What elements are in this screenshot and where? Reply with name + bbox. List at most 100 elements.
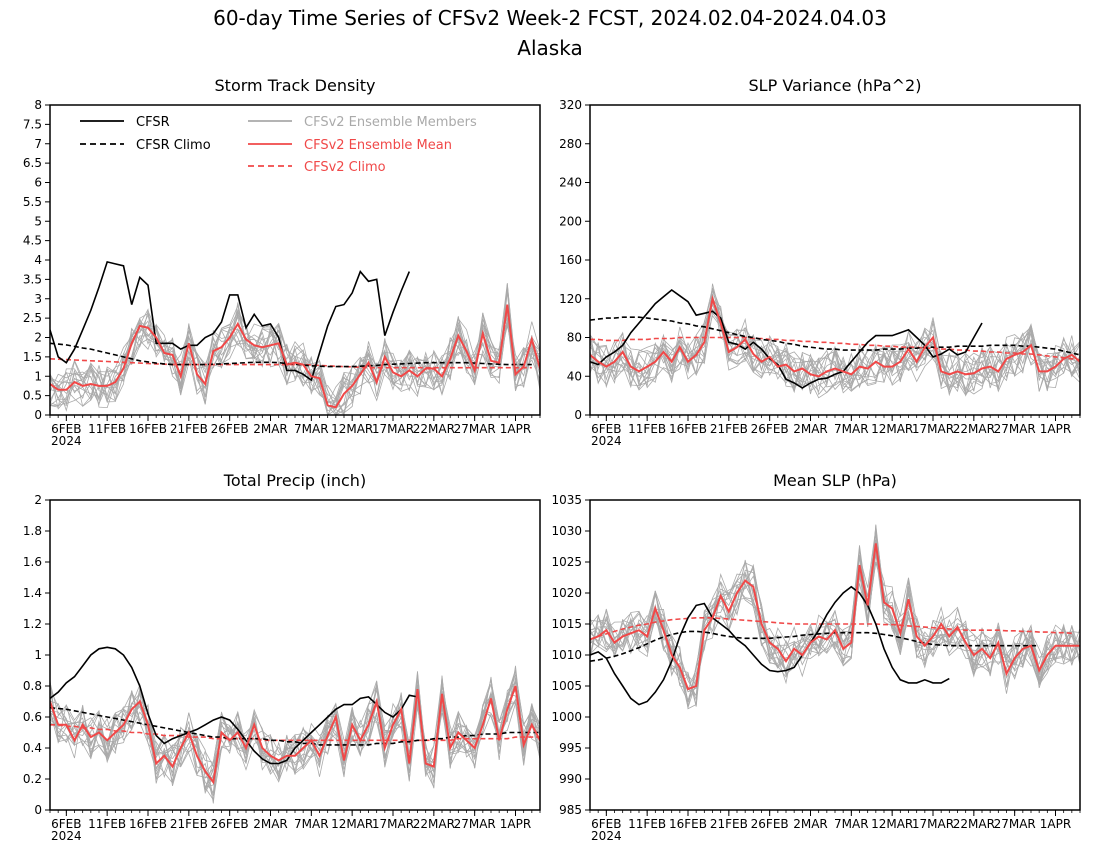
y-tick-label: 1 xyxy=(34,369,42,383)
y-tick-label: 280 xyxy=(559,137,582,151)
legend-label: CFSv2 Climo xyxy=(304,160,386,175)
y-tick-label: 6.5 xyxy=(23,156,42,170)
x-tick-label: 2MAR xyxy=(253,422,288,436)
y-tick-label: 1.5 xyxy=(23,350,42,364)
x-tick-label: 22MAR xyxy=(413,817,455,831)
x-tick-label: 17MAR xyxy=(372,817,414,831)
x-tick-label: 16FEB xyxy=(669,422,707,436)
ensemble-member-line xyxy=(590,528,1080,707)
plot-area xyxy=(50,646,540,804)
y-tick-label: 1015 xyxy=(551,617,582,631)
chart-panel-4: Mean SLP (hPa) 985 990 995 1000 1005 1010 1015 1… xyxy=(551,471,1081,843)
ensemble-member-line xyxy=(590,529,1080,706)
series-line-cfsr xyxy=(590,288,983,389)
legend-label: CFSR Climo xyxy=(136,138,211,153)
x-tick-label: 16FEB xyxy=(129,422,167,436)
plot-area xyxy=(50,260,540,415)
figure-subtitle: Alaska xyxy=(517,36,582,60)
y-tick-label: 1 xyxy=(34,648,42,662)
y-tick-label: 80 xyxy=(567,331,582,345)
ensemble-member-line xyxy=(590,314,1080,396)
y-tick-label: 120 xyxy=(559,292,582,306)
y-tick-label: 8 xyxy=(34,98,42,112)
x-year-label: 2024 xyxy=(591,829,622,843)
x-tick-label: 26FEB xyxy=(211,817,249,831)
ensemble-member-line xyxy=(50,682,540,797)
y-tick-label: 1010 xyxy=(551,648,582,662)
panel-title: Mean SLP (hPa) xyxy=(773,471,897,490)
y-tick-label: 995 xyxy=(559,741,582,755)
y-tick-label: 0 xyxy=(34,408,42,422)
y-tick-label: 0 xyxy=(34,803,42,817)
x-tick-label: 22MAR xyxy=(953,422,995,436)
series-line-cfsv2-ensemble-mean xyxy=(50,685,540,785)
x-tick-label: 1APR xyxy=(1040,422,1071,436)
y-tick-label: 320 xyxy=(559,98,582,112)
x-tick-label: 17MAR xyxy=(372,422,414,436)
chart-panel-2: SLP Variance (hPa^2) 0 40 80 120 160 200 240 280… xyxy=(559,76,1081,448)
x-tick-label: 6FEB xyxy=(51,422,81,436)
x-tick-label: 27MAR xyxy=(454,422,496,436)
x-tick-label: 2MAR xyxy=(253,817,288,831)
series-line-cfsv2-climo xyxy=(50,723,540,742)
y-tick-label: 1030 xyxy=(551,524,582,538)
y-tick-label: 40 xyxy=(567,369,582,383)
y-tick-label: 7.5 xyxy=(23,117,42,131)
y-tick-label: 160 xyxy=(559,253,582,267)
y-tick-label: 2 xyxy=(34,493,42,507)
series-line-cfsv2-ensemble-mean xyxy=(590,543,1080,691)
ensemble-member-line xyxy=(590,298,1080,396)
series-line-cfsv2-ensemble-mean xyxy=(50,304,540,409)
x-tick-label: 2MAR xyxy=(793,422,828,436)
y-tick-label: 1.6 xyxy=(23,555,42,569)
x-tick-label: 7MAR xyxy=(834,817,869,831)
x-tick-label: 22MAR xyxy=(413,422,455,436)
plot-area xyxy=(590,524,1080,710)
panel-title: SLP Variance (hPa^2) xyxy=(749,76,922,95)
panel-title: Storm Track Density xyxy=(215,76,376,95)
panel-title: Total Precip (inch) xyxy=(223,471,366,490)
y-tick-label: 3.5 xyxy=(23,272,42,286)
x-tick-label: 7MAR xyxy=(834,422,869,436)
legend-label: CFSR xyxy=(136,115,170,130)
y-tick-label: 1.2 xyxy=(23,617,42,631)
y-tick-label: 1.4 xyxy=(23,586,42,600)
y-tick-label: 1.8 xyxy=(23,524,42,538)
x-tick-label: 21FEB xyxy=(170,817,208,831)
y-tick-label: 0.6 xyxy=(23,710,42,724)
series-line-cfsr xyxy=(50,646,418,765)
y-tick-label: 1035 xyxy=(551,493,582,507)
chart-panel-3: Total Precip (inch) 0 0.2 0.4 0.6 0.8 1 1.2 1.4 1… xyxy=(23,471,541,843)
y-tick-label: 5.5 xyxy=(23,195,42,209)
chart-panel-1: Storm Track Density 0 0.5 1 1.5 2 2.5 3 3.5 4 4.5 5… xyxy=(23,76,541,448)
y-tick-label: 1005 xyxy=(551,679,582,693)
legend: CFSR CFSR Climo CFSv2 Ensemble Members CFSv… xyxy=(80,115,477,175)
x-tick-label: 11FEB xyxy=(628,817,666,831)
x-tick-label: 26FEB xyxy=(751,422,789,436)
x-year-label: 2024 xyxy=(591,434,622,448)
x-tick-label: 11FEB xyxy=(628,422,666,436)
series-line-cfsv2-climo xyxy=(590,616,1072,641)
x-tick-label: 11FEB xyxy=(88,422,126,436)
x-tick-label: 27MAR xyxy=(994,817,1036,831)
x-tick-label: 26FEB xyxy=(211,422,249,436)
x-tick-label: 6FEB xyxy=(591,817,621,831)
x-tick-label: 26FEB xyxy=(751,817,789,831)
x-tick-label: 16FEB xyxy=(669,817,707,831)
series-line-cfsr xyxy=(590,585,950,706)
ensemble-member-line xyxy=(590,548,1080,707)
x-tick-label: 1APR xyxy=(500,422,531,436)
x-tick-label: 16FEB xyxy=(129,817,167,831)
ensemble-member-line xyxy=(590,528,1080,710)
ensemble-member-line xyxy=(50,673,540,781)
y-tick-label: 4 xyxy=(34,253,42,267)
x-tick-label: 22MAR xyxy=(953,817,995,831)
ensemble-member-line xyxy=(50,317,540,415)
y-tick-label: 2.5 xyxy=(23,311,42,325)
y-tick-label: 0 xyxy=(574,408,582,422)
x-tick-label: 12MAR xyxy=(331,422,373,436)
x-tick-label: 11FEB xyxy=(88,817,126,831)
ensemble-member-line xyxy=(50,671,540,779)
